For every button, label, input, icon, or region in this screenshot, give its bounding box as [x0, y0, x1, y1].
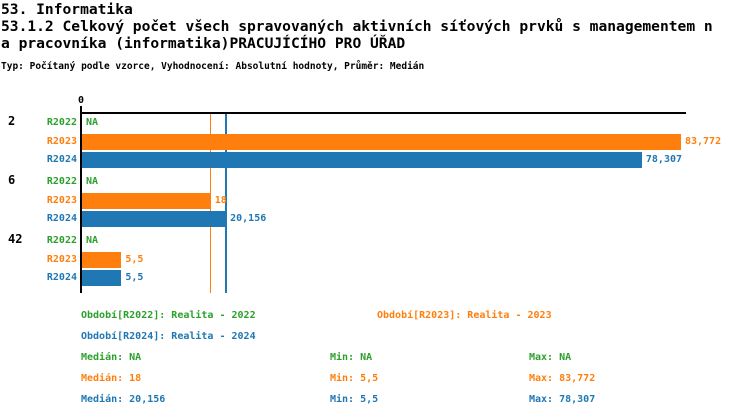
- bar-r2024: [82, 152, 642, 168]
- group-label: 42: [8, 232, 23, 246]
- value-label: 20,156: [230, 213, 267, 224]
- x-axis-tick-label: 0: [77, 95, 85, 106]
- value-label: 5,5: [125, 253, 144, 265]
- median-line-r2024: [225, 114, 227, 293]
- value-label: NA: [86, 176, 99, 187]
- legend-period-r2022: Období[R2022]: Realita - 2022: [81, 310, 256, 321]
- series-label-r2022: R2022: [46, 235, 77, 246]
- series-label-r2024: R2024: [46, 213, 77, 224]
- bar-r2023: [82, 192, 211, 209]
- bar-r2023: [82, 133, 681, 150]
- group-label: 2: [8, 114, 16, 128]
- legend-max-r2024: Max: 78,307: [529, 394, 596, 405]
- legend-period-r2024: Období[R2024]: Realita - 2024: [81, 331, 256, 342]
- legend-median-r2023: Medián: 18: [81, 373, 142, 384]
- value-label: 78,307: [645, 154, 683, 165]
- series-label-r2023: R2023: [46, 194, 77, 206]
- legend-max-r2022: Max: NA: [529, 352, 572, 363]
- series-label-r2022: R2022: [46, 176, 77, 187]
- legend-period-r2023: Období[R2023]: Realita - 2023: [377, 310, 552, 321]
- series-label-r2023: R2023: [46, 253, 77, 265]
- bar-r2023: [82, 251, 122, 268]
- value-label: 83,772: [684, 135, 722, 147]
- series-label-r2024: R2024: [46, 272, 77, 283]
- value-label: NA: [86, 235, 99, 246]
- group-label: 6: [8, 173, 16, 187]
- y-axis-line: [80, 106, 82, 293]
- legend-min-r2024: Min: 5,5: [330, 394, 379, 405]
- series-label-r2023: R2023: [46, 135, 77, 147]
- value-label: NA: [86, 117, 99, 128]
- section-title: 53. Informatika: [1, 1, 133, 18]
- legend-median-r2022: Medián: NA: [81, 352, 142, 363]
- series-label-r2022: R2022: [46, 117, 77, 128]
- series-label-r2024: R2024: [46, 154, 77, 165]
- bar-r2024: [82, 270, 122, 286]
- value-label: 18: [214, 194, 227, 206]
- x-axis-line: [80, 112, 686, 114]
- legend-median-r2024: Medián: 20,156: [81, 394, 166, 405]
- indicator-title-line2: a pracovníka (informatika)PRACUJÍCÍHO PR…: [1, 35, 406, 52]
- legend-min-r2023: Min: 5,5: [330, 373, 379, 384]
- legend-min-r2022: Min: NA: [330, 352, 373, 363]
- indicator-title-line1: 53.1.2 Celkový počet všech spravovaných …: [1, 18, 713, 35]
- value-label: 5,5: [125, 272, 144, 283]
- bar-r2024: [82, 211, 227, 227]
- meta-line: Typ: Počítaný podle vzorce, Vyhodnocení:…: [1, 61, 425, 72]
- legend-max-r2023: Max: 83,772: [529, 373, 596, 384]
